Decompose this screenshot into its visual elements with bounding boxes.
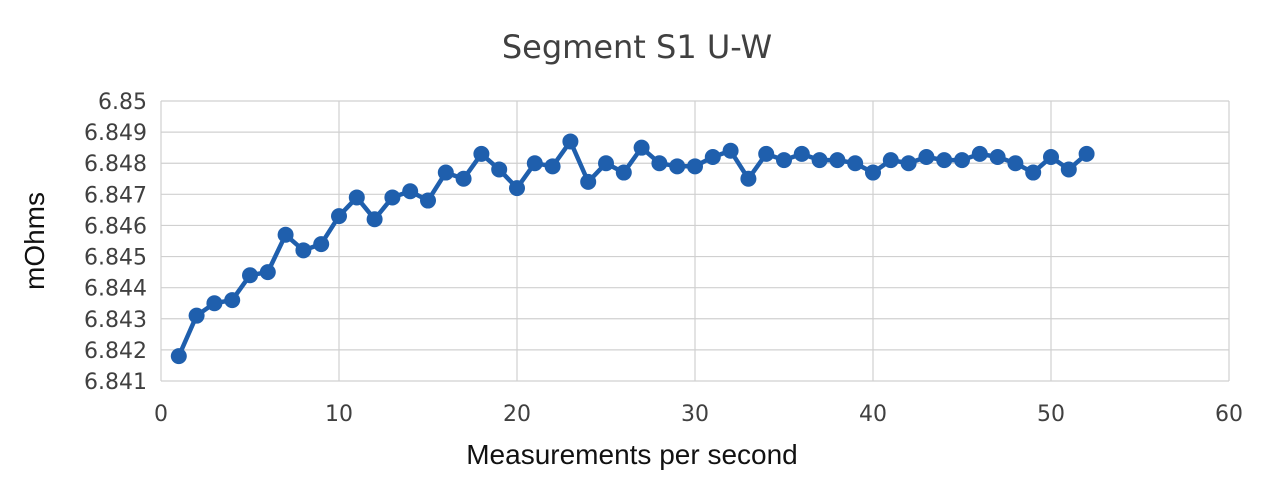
data-point xyxy=(170,348,187,365)
data-point xyxy=(348,189,365,206)
x-tick-label: 60 xyxy=(1215,402,1243,427)
data-point xyxy=(669,158,686,175)
data-point xyxy=(277,226,294,243)
data-point xyxy=(420,192,436,209)
x-tick-label: 10 xyxy=(325,402,353,427)
data-point xyxy=(811,152,828,169)
data-point xyxy=(580,173,597,190)
y-tick-label: 6.849 xyxy=(84,121,147,146)
data-point xyxy=(437,164,454,181)
data-point xyxy=(295,242,312,259)
data-point xyxy=(989,149,1006,165)
data-point xyxy=(491,161,508,178)
data-point xyxy=(544,158,561,175)
data-point xyxy=(1007,155,1024,172)
data-point xyxy=(473,145,490,162)
data-point xyxy=(651,155,668,172)
data-point xyxy=(776,152,792,169)
data-point xyxy=(598,155,614,172)
data-point xyxy=(847,155,864,172)
data-point xyxy=(331,208,347,225)
x-tick-label: 40 xyxy=(859,402,887,427)
y-tick-label: 6.841 xyxy=(84,370,147,395)
data-point xyxy=(758,145,775,162)
y-tick-label: 6.843 xyxy=(84,308,147,333)
data-point xyxy=(509,180,525,197)
chart-title: Segment S1 U-W xyxy=(502,28,772,66)
data-point xyxy=(793,145,810,162)
data-point xyxy=(1043,149,1059,165)
x-axis-label: Measurements per second xyxy=(466,439,798,470)
x-tick-label: 50 xyxy=(1037,402,1065,427)
data-point xyxy=(900,155,917,172)
data-point xyxy=(1025,164,1042,181)
data-point xyxy=(633,139,650,156)
y-tick-label: 6.844 xyxy=(84,277,147,302)
data-point xyxy=(740,170,757,187)
data-point xyxy=(971,145,988,162)
y-axis-label: mOhms xyxy=(19,192,50,290)
data-point xyxy=(687,158,703,175)
data-point xyxy=(455,170,472,187)
data-point xyxy=(954,152,970,169)
data-point xyxy=(242,267,258,284)
data-point xyxy=(882,152,899,169)
data-point xyxy=(224,292,241,309)
y-tick-labels: 6.841 6.842 6.843 6.844 6.845 6.846 6.847 6.848… xyxy=(84,90,147,395)
data-point xyxy=(259,264,276,281)
data-point xyxy=(865,164,881,181)
data-point xyxy=(936,152,953,169)
data-point xyxy=(562,133,579,150)
data-point xyxy=(206,295,223,312)
y-tick-label: 6.848 xyxy=(84,152,147,177)
x-gridlines xyxy=(160,101,1230,381)
data-point xyxy=(384,189,401,206)
data-point xyxy=(615,164,632,181)
data-point xyxy=(366,211,383,228)
data-point xyxy=(1078,145,1095,162)
data-point xyxy=(526,155,543,172)
data-point xyxy=(918,149,935,165)
data-point xyxy=(313,236,330,253)
series-group xyxy=(170,133,1095,365)
x-tick-label: 0 xyxy=(154,402,168,427)
data-point xyxy=(1060,161,1077,178)
x-tick-labels: 0 10 20 30 40 50 60 xyxy=(154,402,1243,427)
y-tick-label: 6.847 xyxy=(84,183,147,208)
x-tick-label: 20 xyxy=(503,402,531,427)
data-point xyxy=(704,149,721,165)
data-point xyxy=(722,142,739,159)
y-tick-label: 6.85 xyxy=(98,90,147,115)
series-line xyxy=(176,139,1089,358)
y-tick-label: 6.846 xyxy=(84,214,147,239)
y-tick-label: 6.842 xyxy=(84,339,147,364)
y-tick-label: 6.845 xyxy=(84,246,147,271)
data-point xyxy=(829,152,846,169)
x-tick-label: 30 xyxy=(681,402,709,427)
data-point xyxy=(402,183,419,200)
data-point xyxy=(188,307,205,324)
